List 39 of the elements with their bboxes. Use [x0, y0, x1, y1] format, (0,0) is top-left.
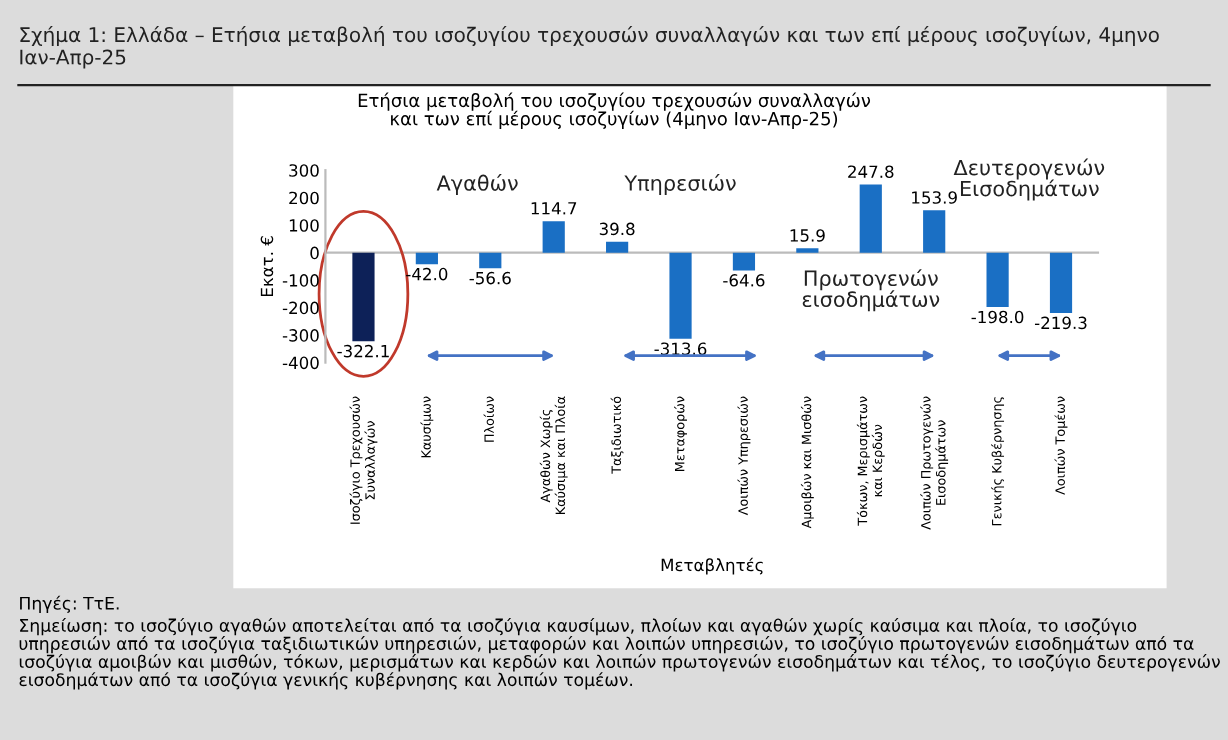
y-tick-label: 100	[289, 219, 319, 232]
bar	[542, 221, 565, 253]
bar	[415, 252, 438, 265]
annotation: Πρωτογενών εισοδημάτων	[802, 269, 940, 312]
y-tick-label: -100	[282, 274, 319, 287]
data-label: -313.6	[654, 342, 707, 356]
x-axis-title: Μεταβλητές	[661, 557, 763, 575]
bar	[1049, 252, 1073, 313]
text: Πηγές: ΤτΕ.	[20, 595, 119, 614]
y-tick-label: -300	[282, 329, 319, 342]
y-tick-label: -200	[282, 301, 319, 315]
bar	[859, 184, 882, 253]
y-tick-label: -400	[282, 356, 319, 370]
data-label: -64.6	[723, 274, 765, 287]
bar	[732, 252, 756, 271]
data-label: 15.9	[790, 229, 825, 242]
bar	[923, 210, 946, 253]
data-label: -56.6	[469, 271, 511, 285]
data-label: 114.7	[531, 202, 577, 215]
bar	[479, 252, 502, 269]
text: Σημείωση: το ισοζύγιο αγαθών αποτελείται από τα ισοζύγια καυσίμων, πλοίων και αγαθών χωρίς καύσιμα και πλοία, το ισοζύγιο υπηρεσιών από τα ισοζύγια ταξιδιωτικών υπηρεσιών, μεταφορών και λοιπών υπηρεσιών, το ισοζύγιο πρωτογενών εισοδημάτων από τα ισοζύγια αμοιβών και μισθών, τόκων, μερισμάτων και κερδών και λοιπών πρωτογενών εισοδημάτων και τέλος, το ισοζύγιο δευτερογενών εισοδημάτων από τα ισοζύγια γενικής κυβέρνησης και λοιπών τομέων.	[19, 617, 1220, 690]
bar	[606, 241, 629, 253]
data-label: 39.8	[599, 222, 635, 236]
data-label: 153.9	[912, 191, 957, 204]
annotation: Υπηρεσιών	[624, 173, 736, 195]
chart-title: Σχήμα 1: Ελλάδα – Ετήσια μεταβολή του ισοζυγίου τρεχουσών συναλλαγών και των επί μέρους ισοζυγίων, 4μηνο Ιαν-Απρ-25	[20, 25, 1159, 69]
bar	[986, 252, 1009, 308]
bar	[352, 252, 375, 342]
data-label: -219.3	[1034, 316, 1087, 330]
annotation: Αγαθών	[436, 173, 518, 195]
y-tick-label: 300	[289, 164, 319, 177]
y-tick-label: 200	[289, 191, 319, 205]
data-label: -322.1	[337, 344, 389, 358]
y-axis-title: Εκατ. €	[260, 236, 274, 297]
data-label: -198.0	[971, 310, 1024, 324]
bar	[669, 252, 692, 339]
chart-subtitle: Ετήσια μεταβολή του ισοζυγίου τρεχουσών συναλλαγών και των επί μέρους ισοζυγίων (4μηνο Ιαν-Απρ-25)	[358, 92, 871, 129]
data-label: 247.8	[848, 165, 894, 179]
y-tick-label: 0	[310, 246, 319, 260]
